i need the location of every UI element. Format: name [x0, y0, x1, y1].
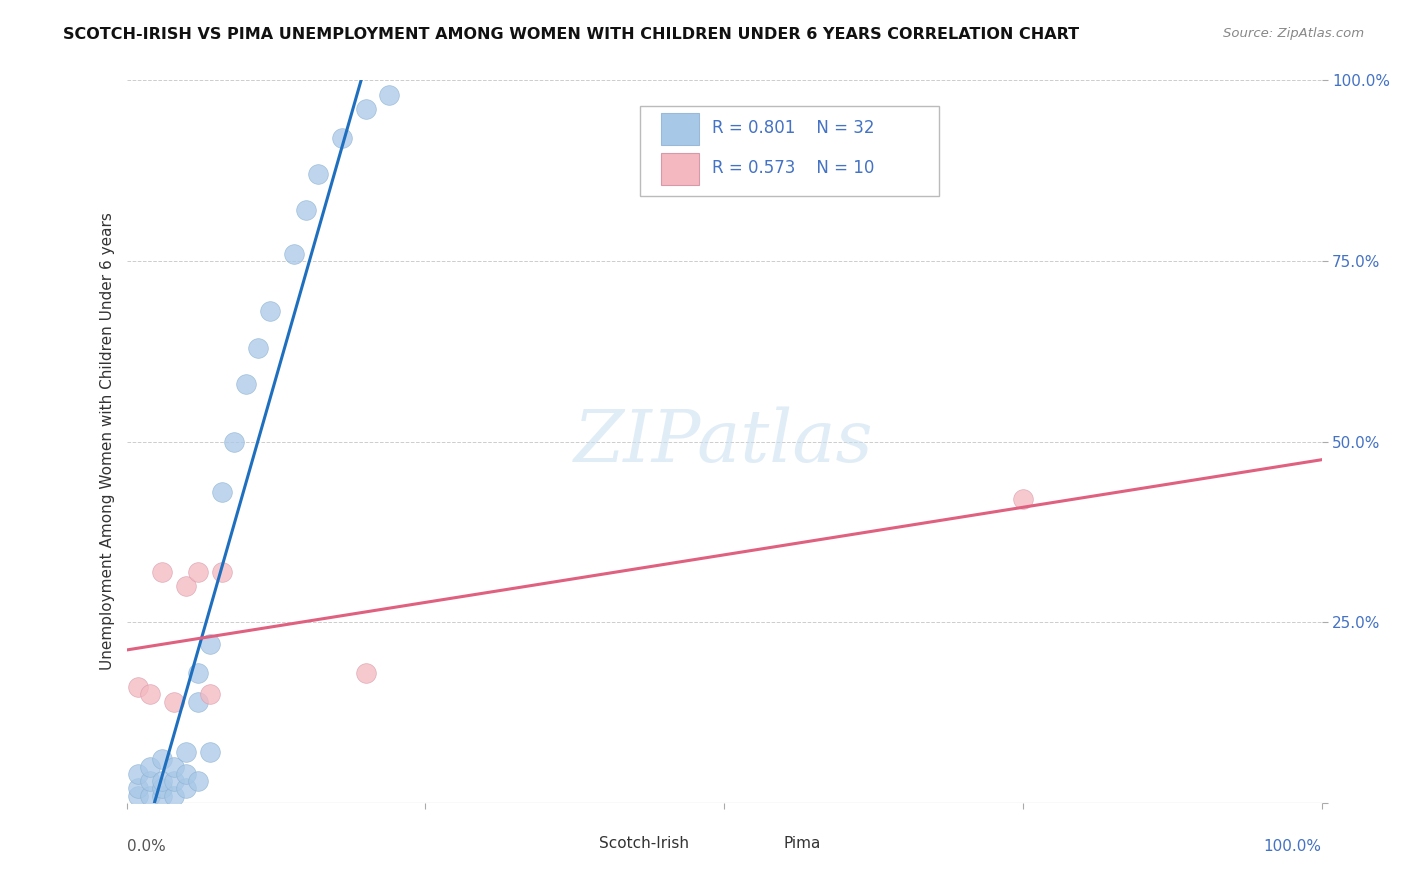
Point	[174, 745, 197, 759]
Point	[294, 203, 316, 218]
Point	[187, 565, 209, 579]
Point	[200, 745, 222, 759]
Point	[139, 774, 162, 789]
Point	[330, 131, 353, 145]
Point	[1011, 492, 1033, 507]
Point	[259, 304, 281, 318]
FancyBboxPatch shape	[661, 153, 699, 185]
Point	[139, 760, 162, 774]
Point	[163, 789, 186, 803]
Point	[187, 695, 209, 709]
Point	[139, 687, 162, 701]
Point	[211, 565, 233, 579]
Point	[200, 687, 222, 701]
Text: Scotch-Irish: Scotch-Irish	[599, 837, 689, 852]
Point	[163, 774, 186, 789]
Point	[163, 695, 186, 709]
FancyBboxPatch shape	[640, 105, 939, 196]
Point	[127, 680, 149, 694]
Point	[174, 579, 197, 593]
Text: SCOTCH-IRISH VS PIMA UNEMPLOYMENT AMONG WOMEN WITH CHILDREN UNDER 6 YEARS CORREL: SCOTCH-IRISH VS PIMA UNEMPLOYMENT AMONG …	[63, 27, 1080, 42]
Point	[163, 760, 186, 774]
Point	[222, 434, 246, 449]
Text: Source: ZipAtlas.com: Source: ZipAtlas.com	[1223, 27, 1364, 40]
Point	[127, 789, 149, 803]
Point	[307, 167, 329, 181]
Point	[127, 767, 149, 781]
Point	[354, 665, 377, 680]
Text: ZIPatlas: ZIPatlas	[574, 406, 875, 477]
Point	[378, 87, 401, 102]
Point	[174, 767, 197, 781]
FancyBboxPatch shape	[742, 831, 776, 857]
Point	[150, 565, 174, 579]
Text: 0.0%: 0.0%	[127, 838, 166, 854]
FancyBboxPatch shape	[557, 831, 591, 857]
Point	[200, 637, 222, 651]
Point	[150, 774, 174, 789]
Point	[187, 665, 209, 680]
Text: R = 0.801    N = 32: R = 0.801 N = 32	[711, 119, 875, 136]
Point	[150, 752, 174, 766]
Point	[150, 781, 174, 796]
Point	[150, 789, 174, 803]
Point	[174, 781, 197, 796]
FancyBboxPatch shape	[661, 113, 699, 145]
Text: R = 0.573    N = 10: R = 0.573 N = 10	[711, 159, 875, 177]
Point	[211, 485, 233, 500]
Text: Pima: Pima	[785, 837, 821, 852]
Point	[235, 376, 257, 391]
Point	[127, 781, 149, 796]
Text: 100.0%: 100.0%	[1264, 838, 1322, 854]
Point	[187, 774, 209, 789]
Point	[139, 789, 162, 803]
Y-axis label: Unemployment Among Women with Children Under 6 years: Unemployment Among Women with Children U…	[100, 212, 115, 671]
Point	[247, 341, 270, 355]
Point	[283, 246, 305, 260]
Point	[354, 102, 377, 116]
